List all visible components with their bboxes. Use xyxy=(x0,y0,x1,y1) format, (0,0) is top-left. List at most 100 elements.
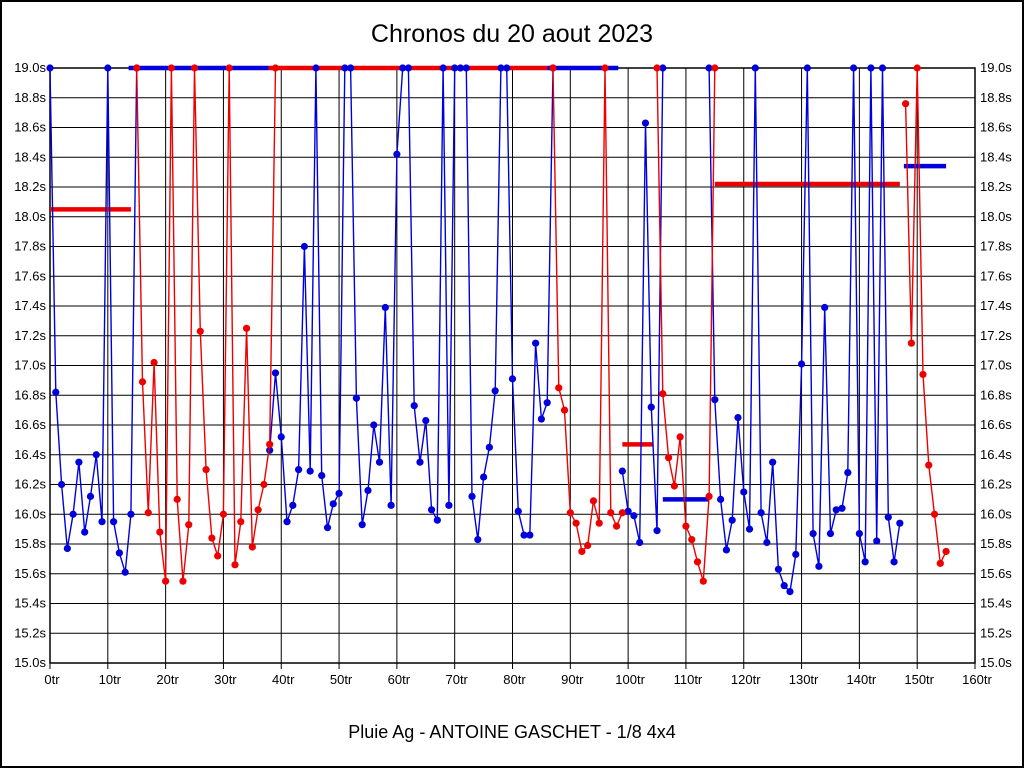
y-axis-tick-label-right: 15.0s xyxy=(980,655,1012,670)
y-axis-tick-label-right: 18.2s xyxy=(980,179,1012,194)
lap-point-blue xyxy=(815,562,823,570)
lap-point-blue xyxy=(717,495,725,503)
y-axis-tick-label-left: 17.0s xyxy=(14,358,46,373)
lap-point-blue xyxy=(121,568,129,576)
lap-point-red xyxy=(664,454,673,462)
lap-point-blue xyxy=(826,529,835,538)
lap-point-blue xyxy=(52,388,60,396)
lap-point-blue xyxy=(335,489,343,498)
lap-point-blue xyxy=(375,458,384,466)
lap-point-blue xyxy=(890,558,898,566)
y-axis-tick-label-right: 18.6s xyxy=(980,120,1012,135)
lap-point-blue xyxy=(439,64,447,72)
y-axis-tick-label-right: 15.2s xyxy=(980,625,1012,640)
lap-point-blue xyxy=(358,521,366,529)
lap-point-blue xyxy=(456,64,465,72)
y-axis-tick-label-left: 16.2s xyxy=(14,477,46,492)
lap-point-blue xyxy=(722,546,731,554)
lap-point-blue xyxy=(323,524,332,532)
lap-point-blue xyxy=(797,360,806,368)
lap-point-blue xyxy=(318,471,326,480)
lap-point-red xyxy=(942,547,950,556)
x-axis-tick-label: 130tr xyxy=(789,672,819,687)
lap-point-blue xyxy=(543,399,551,407)
lap-point-blue xyxy=(861,558,869,566)
y-axis-tick-label-left: 17.6s xyxy=(14,268,46,283)
lap-point-red xyxy=(162,577,170,585)
lap-point-red xyxy=(618,509,626,517)
lap-point-blue xyxy=(867,64,875,72)
chart-title: Chronos du 20 aout 2023 xyxy=(370,20,654,48)
axis-tick-labels: 19.0s 19.0s 18.8s 18.8s 18.6s 18.6s 18.4s 18.4s… xyxy=(14,60,1012,687)
lap-point-red xyxy=(214,552,222,560)
y-axis-tick-label-left: 18.4s xyxy=(14,149,46,164)
y-axis-tick-label-right: 17.4s xyxy=(980,298,1012,313)
y-axis-tick-label-right: 16.6s xyxy=(980,417,1012,432)
lap-point-blue xyxy=(757,509,765,517)
lap-point-blue xyxy=(98,518,106,526)
lap-point-blue xyxy=(734,413,742,422)
lap-point-blue xyxy=(809,529,817,538)
lap-point-blue xyxy=(878,64,887,72)
y-axis-tick-label-right: 17.6s xyxy=(980,268,1012,283)
lap-point-blue xyxy=(774,565,783,573)
lap-point-red xyxy=(659,390,667,398)
lap-point-blue xyxy=(69,510,77,518)
lap-point-blue xyxy=(300,242,308,251)
y-axis-tick-label-left: 18.0s xyxy=(14,209,46,224)
y-axis-tick-label-right: 15.8s xyxy=(980,536,1012,551)
x-axis-tick-label: 100tr xyxy=(615,672,645,687)
y-axis-tick-label-left: 18.2s xyxy=(14,179,46,194)
lap-point-blue xyxy=(641,119,650,127)
lap-point-blue xyxy=(769,458,777,466)
x-axis-tick-label: 30tr xyxy=(214,672,237,687)
lap-point-red xyxy=(907,339,916,347)
lap-point-red xyxy=(208,534,216,542)
lap-point-blue xyxy=(115,549,123,557)
lap-point-red xyxy=(237,518,245,526)
lap-point-red xyxy=(271,64,280,72)
lap-point-blue xyxy=(751,64,759,72)
lap-point-red xyxy=(601,64,609,72)
lap-point-red xyxy=(705,492,713,500)
lap-point-red xyxy=(653,64,661,72)
lap-point-blue xyxy=(503,64,511,72)
lap-point-red xyxy=(138,378,147,386)
lap-point-blue xyxy=(387,501,395,509)
lap-point-blue xyxy=(849,64,858,72)
lap-point-blue xyxy=(46,64,54,72)
lap-point-red xyxy=(936,559,944,567)
y-axis-tick-label-left: 15.0s xyxy=(14,655,46,670)
lap-point-red xyxy=(913,64,921,72)
lap-point-red xyxy=(595,519,603,527)
y-axis-tick-label-right: 15.4s xyxy=(980,596,1012,611)
lap-point-blue xyxy=(445,501,453,509)
lap-point-blue xyxy=(57,480,66,489)
y-axis-tick-label-right: 16.8s xyxy=(980,387,1012,402)
lap-point-blue xyxy=(884,513,892,521)
y-axis-tick-label-left: 17.2s xyxy=(14,328,46,343)
lap-point-blue xyxy=(109,518,118,526)
lap-point-red xyxy=(670,482,678,490)
lap-point-red xyxy=(260,480,268,489)
lap-point-red xyxy=(711,64,719,72)
lap-point-red xyxy=(902,100,910,108)
lap-point-red xyxy=(682,522,690,530)
lap-point-blue xyxy=(630,512,638,520)
x-axis-tick-label: 70tr xyxy=(445,672,468,687)
y-axis-tick-label-left: 16.6s xyxy=(14,417,46,432)
lap-point-blue xyxy=(485,443,493,451)
lap-point-red xyxy=(150,358,158,367)
lap-point-red xyxy=(173,495,181,503)
lap-point-blue xyxy=(271,369,280,377)
lap-point-red xyxy=(693,558,702,566)
lap-point-blue xyxy=(832,506,840,514)
y-axis-tick-label-right: 16.4s xyxy=(980,447,1012,462)
lap-point-blue xyxy=(427,506,436,514)
lap-point-blue xyxy=(780,582,788,590)
lap-point-red xyxy=(930,510,939,518)
x-axis-tick-label: 40tr xyxy=(272,672,295,687)
lap-point-blue xyxy=(393,150,401,158)
lap-point-red xyxy=(242,324,251,332)
